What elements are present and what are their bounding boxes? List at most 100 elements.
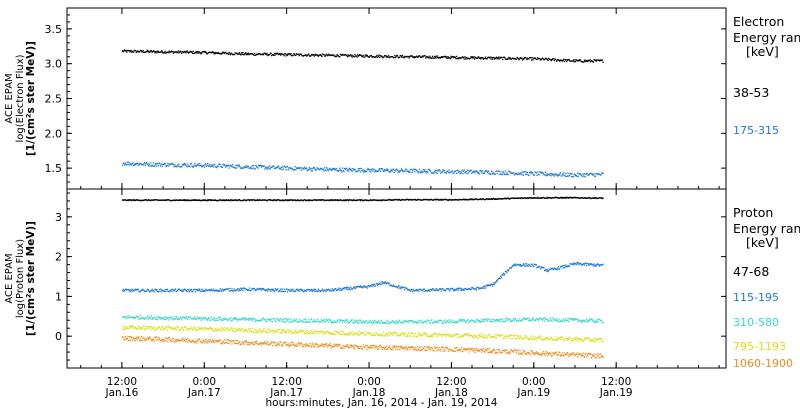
data-point — [171, 340, 173, 343]
data-point — [282, 345, 284, 347]
data-point — [426, 322, 428, 324]
data-point — [350, 286, 352, 288]
data-point — [272, 331, 274, 333]
series-38-53 — [121, 49, 604, 63]
data-point — [217, 319, 219, 322]
data-point — [397, 334, 399, 337]
data-point — [239, 166, 241, 168]
data-point — [347, 334, 349, 336]
data-point — [274, 167, 276, 169]
data-point — [572, 337, 574, 340]
data-point — [196, 319, 198, 321]
data-point — [434, 346, 436, 348]
data-point — [376, 54, 378, 56]
data-point — [523, 197, 525, 199]
data-point — [530, 171, 533, 173]
data-point — [483, 198, 485, 201]
data-point — [192, 291, 194, 293]
data-point — [589, 338, 591, 340]
data-point — [378, 54, 380, 56]
data-point — [186, 166, 188, 168]
data-point — [297, 289, 300, 291]
data-point — [330, 344, 332, 347]
data-point — [242, 317, 244, 319]
data-point — [292, 169, 294, 171]
data-point — [530, 335, 532, 337]
data-point — [504, 197, 506, 199]
data-point — [346, 167, 348, 169]
data-point — [395, 321, 397, 324]
data-point — [592, 319, 594, 322]
data-point — [377, 334, 379, 336]
data-point — [557, 266, 560, 268]
data-point — [163, 328, 165, 330]
data-point — [527, 197, 529, 200]
data-point — [172, 338, 174, 340]
data-point — [412, 168, 414, 171]
data-point — [361, 285, 363, 288]
data-point — [490, 336, 492, 338]
data-point — [162, 340, 164, 343]
data-point — [584, 197, 586, 199]
data-point — [270, 199, 272, 201]
data-point — [467, 347, 469, 350]
data-point — [205, 163, 207, 165]
data-point — [361, 348, 364, 350]
data-point — [594, 353, 596, 355]
data-point — [432, 172, 434, 174]
data-point — [420, 334, 422, 336]
data-point — [530, 172, 532, 175]
data-point — [207, 199, 209, 201]
data-point — [199, 290, 201, 292]
data-point — [202, 199, 204, 201]
data-point — [180, 166, 182, 168]
data-point — [159, 326, 161, 328]
data-point — [467, 198, 469, 201]
data-point — [424, 55, 426, 57]
data-point — [583, 197, 586, 199]
data-point — [480, 198, 482, 200]
data-point — [426, 170, 428, 172]
data-point — [216, 199, 219, 202]
data-point — [264, 318, 266, 321]
data-point — [346, 343, 349, 346]
data-point — [283, 55, 285, 57]
data-point — [383, 199, 385, 201]
data-point — [450, 170, 452, 173]
data-point — [433, 333, 435, 335]
data-point — [145, 338, 148, 340]
data-point — [279, 52, 281, 55]
data-point — [143, 318, 146, 320]
data-point — [213, 341, 215, 343]
data-point — [288, 167, 290, 169]
data-point — [151, 164, 153, 166]
data-point — [484, 287, 487, 289]
data-point — [264, 52, 266, 54]
data-point — [468, 58, 470, 60]
data-point — [506, 172, 508, 174]
data-point — [545, 350, 547, 353]
data-point — [537, 352, 540, 354]
data-point — [508, 335, 510, 338]
data-point — [501, 334, 503, 336]
data-point — [228, 51, 230, 54]
data-point — [562, 267, 564, 269]
data-point — [145, 51, 147, 53]
data-point — [578, 319, 580, 321]
data-point — [398, 346, 400, 348]
data-point — [411, 289, 413, 291]
data-point — [529, 197, 531, 199]
data-point — [128, 339, 130, 341]
data-point — [495, 197, 497, 200]
data-point — [508, 269, 510, 271]
data-point — [254, 168, 256, 170]
data-point — [178, 339, 180, 341]
data-point — [417, 171, 419, 174]
data-point — [520, 58, 522, 60]
data-point — [125, 163, 127, 166]
data-point — [411, 320, 413, 322]
data-point — [490, 173, 492, 175]
data-point — [284, 318, 287, 320]
data-point — [392, 284, 395, 286]
data-point — [339, 289, 341, 291]
